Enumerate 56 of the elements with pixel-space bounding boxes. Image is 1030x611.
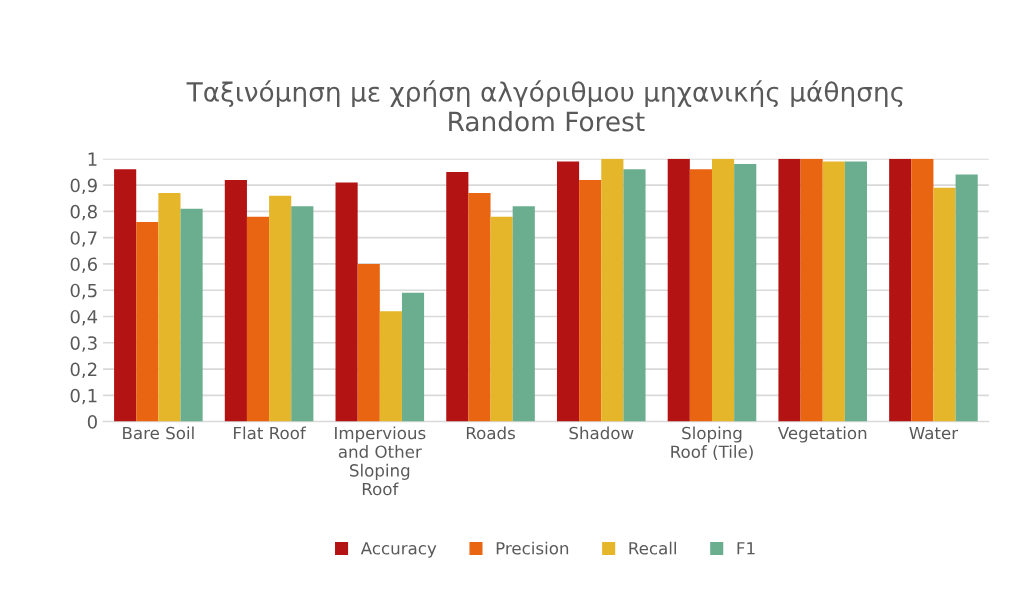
- bar: [667, 158, 690, 422]
- y-tick-label: 0,5: [70, 283, 97, 300]
- x-tick-label: Shadow: [569, 426, 634, 440]
- x-tick-label: Flat Roof: [234, 426, 307, 440]
- bar: [556, 161, 580, 422]
- bar: [955, 174, 978, 422]
- bar: [711, 158, 735, 422]
- chart-title: Ταξινόμηση με χρήση αλγόριθμου μηχανικής μάθησης Random Forest: [186, 80, 903, 132]
- bar: [291, 206, 314, 422]
- bar: [490, 216, 513, 422]
- legend-label: Accuracy: [360, 542, 437, 558]
- bar: [269, 195, 292, 422]
- bar: [778, 158, 801, 422]
- y-tick-label: 0,2: [70, 362, 97, 378]
- x-tick-label: Bare Soil: [123, 426, 194, 440]
- bar: [889, 158, 912, 422]
- bar: [911, 158, 934, 422]
- x-tick-label: Roads: [466, 426, 515, 440]
- bar: [136, 221, 159, 422]
- y-tick-label: 1: [88, 152, 97, 166]
- bar: [357, 263, 380, 422]
- bar: [180, 208, 203, 422]
- legend-label: F1: [737, 542, 755, 555]
- bar: [623, 169, 646, 422]
- bar: [158, 193, 181, 422]
- y-tick-label: 0,7: [70, 231, 97, 247]
- legend-label: Precision: [496, 541, 569, 555]
- y-tick-label: 0,3: [70, 336, 97, 352]
- y-tick-label: 0,6: [70, 257, 97, 273]
- bar: [512, 206, 535, 422]
- bar: [379, 311, 402, 422]
- y-tick-label: 0,9: [70, 178, 97, 195]
- legend-label: Recall: [629, 541, 676, 555]
- y-tick-label: 0,4: [70, 309, 98, 326]
- bar: [446, 172, 469, 422]
- bar: [601, 158, 624, 422]
- y-tick-label: 0,8: [70, 204, 97, 221]
- x-tick-label: Impervious and Other Sloping Roof: [335, 426, 426, 496]
- x-tick-label: Vegetation: [777, 426, 867, 443]
- bar: [401, 292, 425, 422]
- bar: [800, 158, 823, 422]
- bar: [689, 169, 712, 422]
- bar: [246, 216, 270, 422]
- bar: [579, 179, 602, 422]
- bar: [114, 169, 137, 422]
- y-tick-label: 0,1: [70, 388, 97, 405]
- bar: [335, 182, 358, 422]
- bar: [844, 161, 867, 422]
- bar: [468, 193, 491, 422]
- bar: [224, 179, 247, 422]
- x-tick-label: Water: [909, 426, 959, 440]
- bar: [933, 187, 956, 422]
- bar: [822, 161, 845, 422]
- bar: [734, 164, 757, 422]
- x-tick-label: Sloping Roof (Tile): [671, 426, 753, 460]
- y-tick-label: 0: [87, 415, 97, 429]
